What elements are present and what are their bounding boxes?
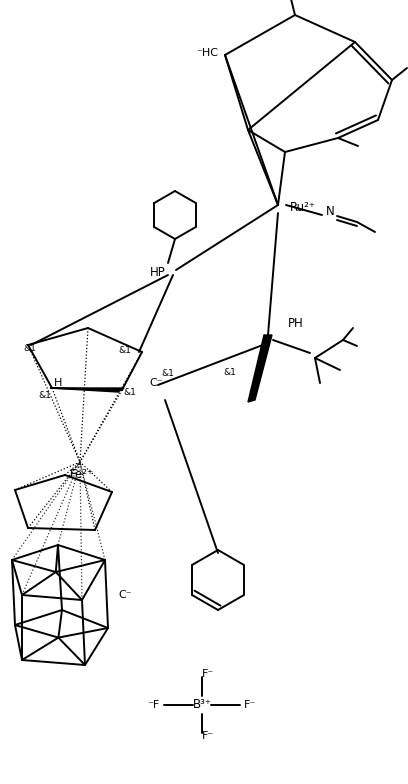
Text: B³⁺: B³⁺ xyxy=(193,699,211,712)
Text: C⁻: C⁻ xyxy=(149,378,163,388)
Text: F⁻: F⁻ xyxy=(244,700,256,710)
Text: ⁻HC: ⁻HC xyxy=(196,48,218,58)
Text: C⁻: C⁻ xyxy=(118,590,132,600)
Text: F⁻: F⁻ xyxy=(202,669,214,679)
Text: &1: &1 xyxy=(124,387,136,397)
Text: F⁻: F⁻ xyxy=(202,731,214,741)
Polygon shape xyxy=(248,335,272,402)
Text: Ru²⁺: Ru²⁺ xyxy=(290,201,316,213)
Text: &1: &1 xyxy=(39,390,51,400)
Text: ⁻F: ⁻F xyxy=(148,700,160,710)
Polygon shape xyxy=(50,388,124,392)
Text: &1: &1 xyxy=(224,368,237,376)
Text: HP: HP xyxy=(150,266,166,278)
Text: PH: PH xyxy=(288,317,304,329)
Text: N: N xyxy=(326,205,335,217)
Text: &1: &1 xyxy=(119,346,131,354)
Text: &1: &1 xyxy=(24,343,36,353)
Text: &1: &1 xyxy=(162,368,175,378)
Text: Fe²⁺: Fe²⁺ xyxy=(70,467,94,481)
Text: H: H xyxy=(54,378,62,388)
